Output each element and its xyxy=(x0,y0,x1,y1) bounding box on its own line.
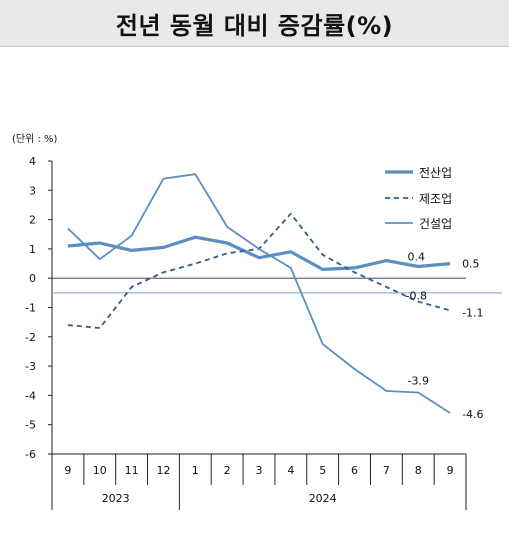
x-tick-label: 10 xyxy=(93,464,107,477)
y-tick-label: -3 xyxy=(25,360,36,373)
data-label: -3.9 xyxy=(407,374,428,387)
x-tick-label: 5 xyxy=(319,464,326,477)
data-label: 0.5 xyxy=(462,258,480,271)
chart-title: 전년 동월 대비 증감률(%) xyxy=(115,11,394,40)
x-year-label: 2023 xyxy=(102,492,130,505)
x-tick-label: 6 xyxy=(351,464,358,477)
series-line-2 xyxy=(67,173,451,414)
y-tick-label: 4 xyxy=(29,155,36,168)
x-tick-label: 12 xyxy=(156,464,170,477)
x-tick-label: 9 xyxy=(64,464,71,477)
y-tick-label: -6 xyxy=(25,448,36,461)
y-tick-label: -1 xyxy=(25,302,36,315)
x-tick-label: 7 xyxy=(383,464,390,477)
data-label: -1.1 xyxy=(462,306,483,319)
y-tick-label: -4 xyxy=(25,389,36,402)
data-label: 0.4 xyxy=(407,250,425,263)
x-tick-label: 4 xyxy=(287,464,294,477)
x-tick-label: 2 xyxy=(224,464,231,477)
legend-label: 건설업 xyxy=(419,217,452,231)
series-line-0 xyxy=(67,235,451,271)
x-tick-label: 9 xyxy=(447,464,454,477)
data-label: -0.8 xyxy=(405,290,426,303)
chart-title-banner: 전년 동월 대비 증감률(%) xyxy=(0,0,509,47)
x-year-label: 2024 xyxy=(309,492,337,505)
unit-label: (단위 : %) xyxy=(12,132,58,145)
data-label: -4.6 xyxy=(462,408,483,421)
y-tick-label: -2 xyxy=(25,331,36,344)
x-tick-label: 3 xyxy=(256,464,263,477)
x-tick-label: 8 xyxy=(415,464,422,477)
x-tick-label: 1 xyxy=(192,464,199,477)
y-tick-label: 2 xyxy=(29,214,36,227)
series-line-1 xyxy=(67,212,451,329)
y-tick-label: -5 xyxy=(25,419,36,432)
x-tick-label: 11 xyxy=(125,464,139,477)
y-tick-label: 3 xyxy=(29,184,36,197)
legend-label: 제조업 xyxy=(419,192,452,206)
legend-label: 전산업 xyxy=(419,166,452,180)
y-tick-label: 0 xyxy=(29,272,36,285)
y-tick-label: 1 xyxy=(29,243,36,256)
